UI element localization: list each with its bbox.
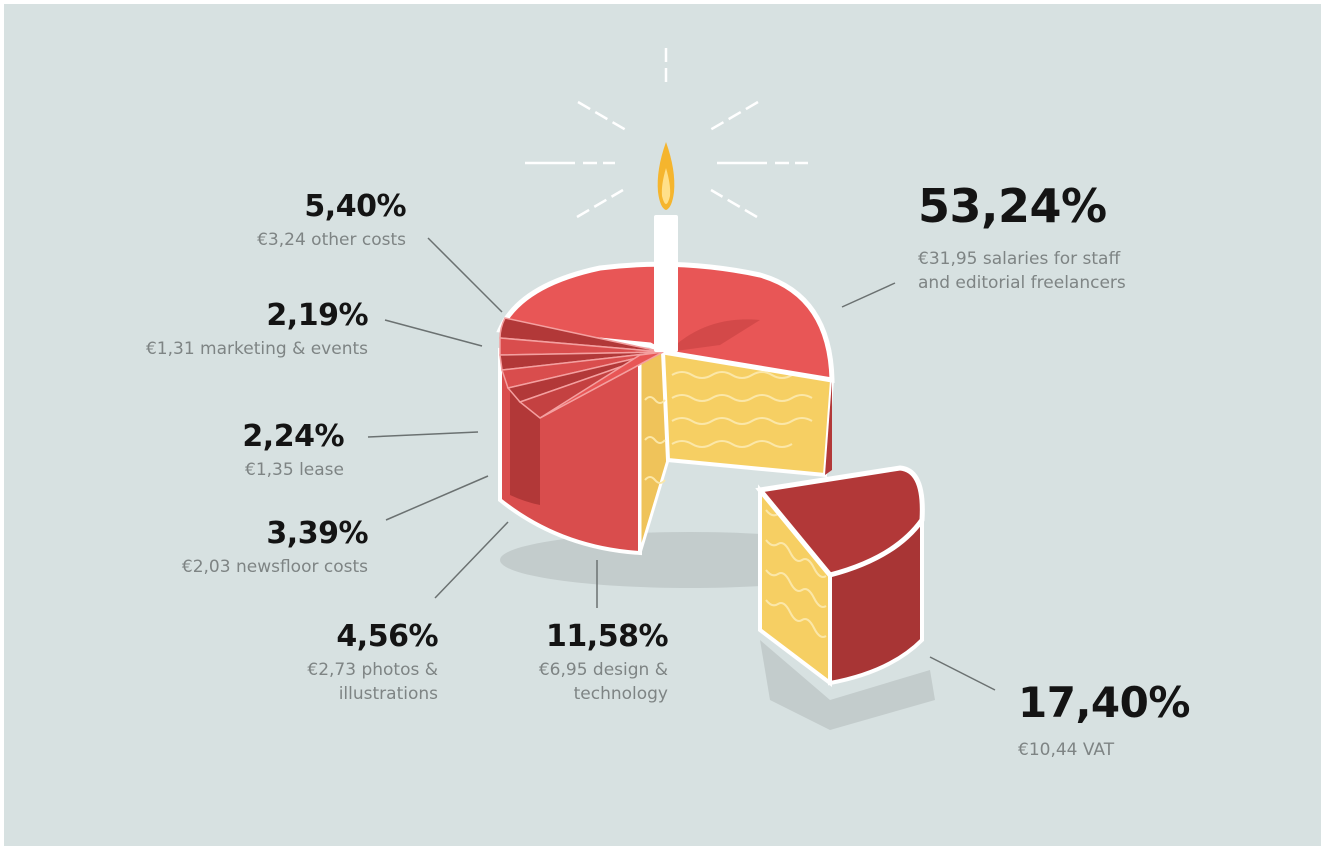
cake-side-dark-band <box>510 388 540 505</box>
percent-vat: 17,40% <box>1018 678 1190 727</box>
percent-photos-illustrations: 4,56% <box>336 619 438 654</box>
cake-sponge-waves <box>644 371 813 484</box>
label-design-technology: 11,58% €6,95 design & technology <box>470 619 669 706</box>
percent-salaries: 53,24% <box>918 179 1107 233</box>
candle-glow-rays <box>525 48 808 219</box>
label-newsfloor-costs: 3,39% €2,03 newsfloor costs <box>110 516 369 579</box>
desc-salaries: €31,95 salaries for staff and editorial … <box>918 247 1218 295</box>
percent-other-costs: 5,40% <box>304 189 406 224</box>
desc-other-costs: €3,24 other costs <box>257 230 406 250</box>
desc-design-technology-line-1: €6,95 design & <box>538 660 668 680</box>
leader-lines <box>367 237 996 691</box>
percent-newsfloor-costs: 3,39% <box>266 516 368 551</box>
label-other-costs: 5,40% €3,24 other costs <box>190 192 406 252</box>
label-salaries: 53,24% €31,95 salaries for staff and edi… <box>918 183 1218 295</box>
slice-shadow <box>760 640 935 730</box>
cake-right-edge <box>825 380 832 475</box>
candle <box>654 215 678 352</box>
desc-design-technology-line-2: technology <box>573 684 668 704</box>
desc-photos-illustrations: €2,73 photos & illustrations <box>230 658 438 706</box>
label-photos-illustrations: 4,56% €2,73 photos & illustrations <box>230 622 438 706</box>
vat-slice-top <box>755 465 925 578</box>
candle-shadow <box>668 319 760 352</box>
desc-design-technology: €6,95 design & technology <box>470 658 668 706</box>
label-vat: 17,40% €10,44 VAT <box>1018 682 1238 762</box>
desc-salaries-line-2: and editorial freelancers <box>918 273 1126 293</box>
desc-photos-illustrations-line-1: €2,73 photos & <box>307 660 438 680</box>
vat-slice <box>755 465 925 688</box>
desc-vat: €10,44 VAT <box>1018 740 1115 760</box>
desc-marketing-events: €1,31 marketing & events <box>145 339 368 359</box>
desc-lease: €1,35 lease <box>245 460 344 480</box>
desc-newsfloor-costs: €2,03 newsfloor costs <box>181 557 368 577</box>
percent-marketing-events: 2,19% <box>266 298 368 333</box>
label-marketing-events: 2,19% €1,31 marketing & events <box>86 298 369 361</box>
desc-photos-illustrations-line-2: illustrations <box>338 684 438 704</box>
cake-top-small-wedges <box>499 317 664 419</box>
percent-design-technology: 11,58% <box>546 619 668 654</box>
label-lease: 2,24% €1,35 lease <box>150 422 344 482</box>
percent-lease: 2,24% <box>242 419 344 454</box>
desc-salaries-line-1: €31,95 salaries for staff <box>918 249 1121 269</box>
